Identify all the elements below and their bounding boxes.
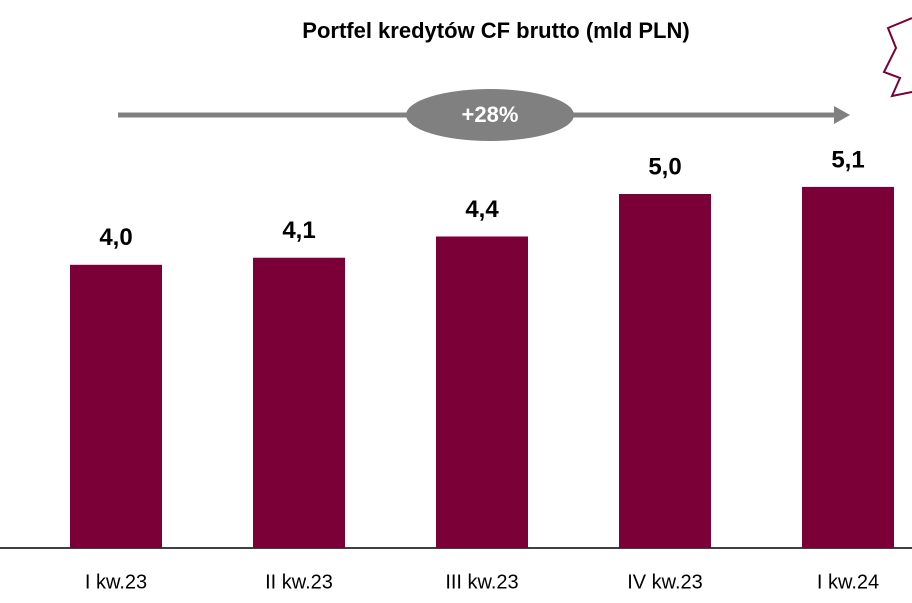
x-tick-label: II kw.23 (265, 571, 333, 593)
bar (436, 236, 528, 549)
decoration (882, 17, 912, 98)
x-tick-label: I kw.23 (85, 571, 147, 593)
data-label: 5,1 (831, 146, 864, 173)
x-tick-label: III kw.23 (445, 571, 518, 593)
bar (70, 264, 162, 548)
growth-badge (406, 89, 574, 141)
data-label: 4,1 (282, 217, 315, 244)
chart-title: Portfel kredytów CF brutto (mld PLN) (302, 18, 689, 43)
x-tick-label: IV kw.23 (627, 571, 703, 593)
bar (619, 194, 711, 548)
bar (253, 257, 345, 548)
bar (802, 186, 894, 549)
data-label: 4,4 (465, 196, 499, 223)
growth-label: +28% (462, 102, 519, 127)
data-label: 4,0 (99, 224, 132, 251)
x-tick-label: I kw.24 (817, 571, 879, 593)
data-label: 5,0 (648, 153, 681, 180)
arrow-head (834, 106, 850, 124)
